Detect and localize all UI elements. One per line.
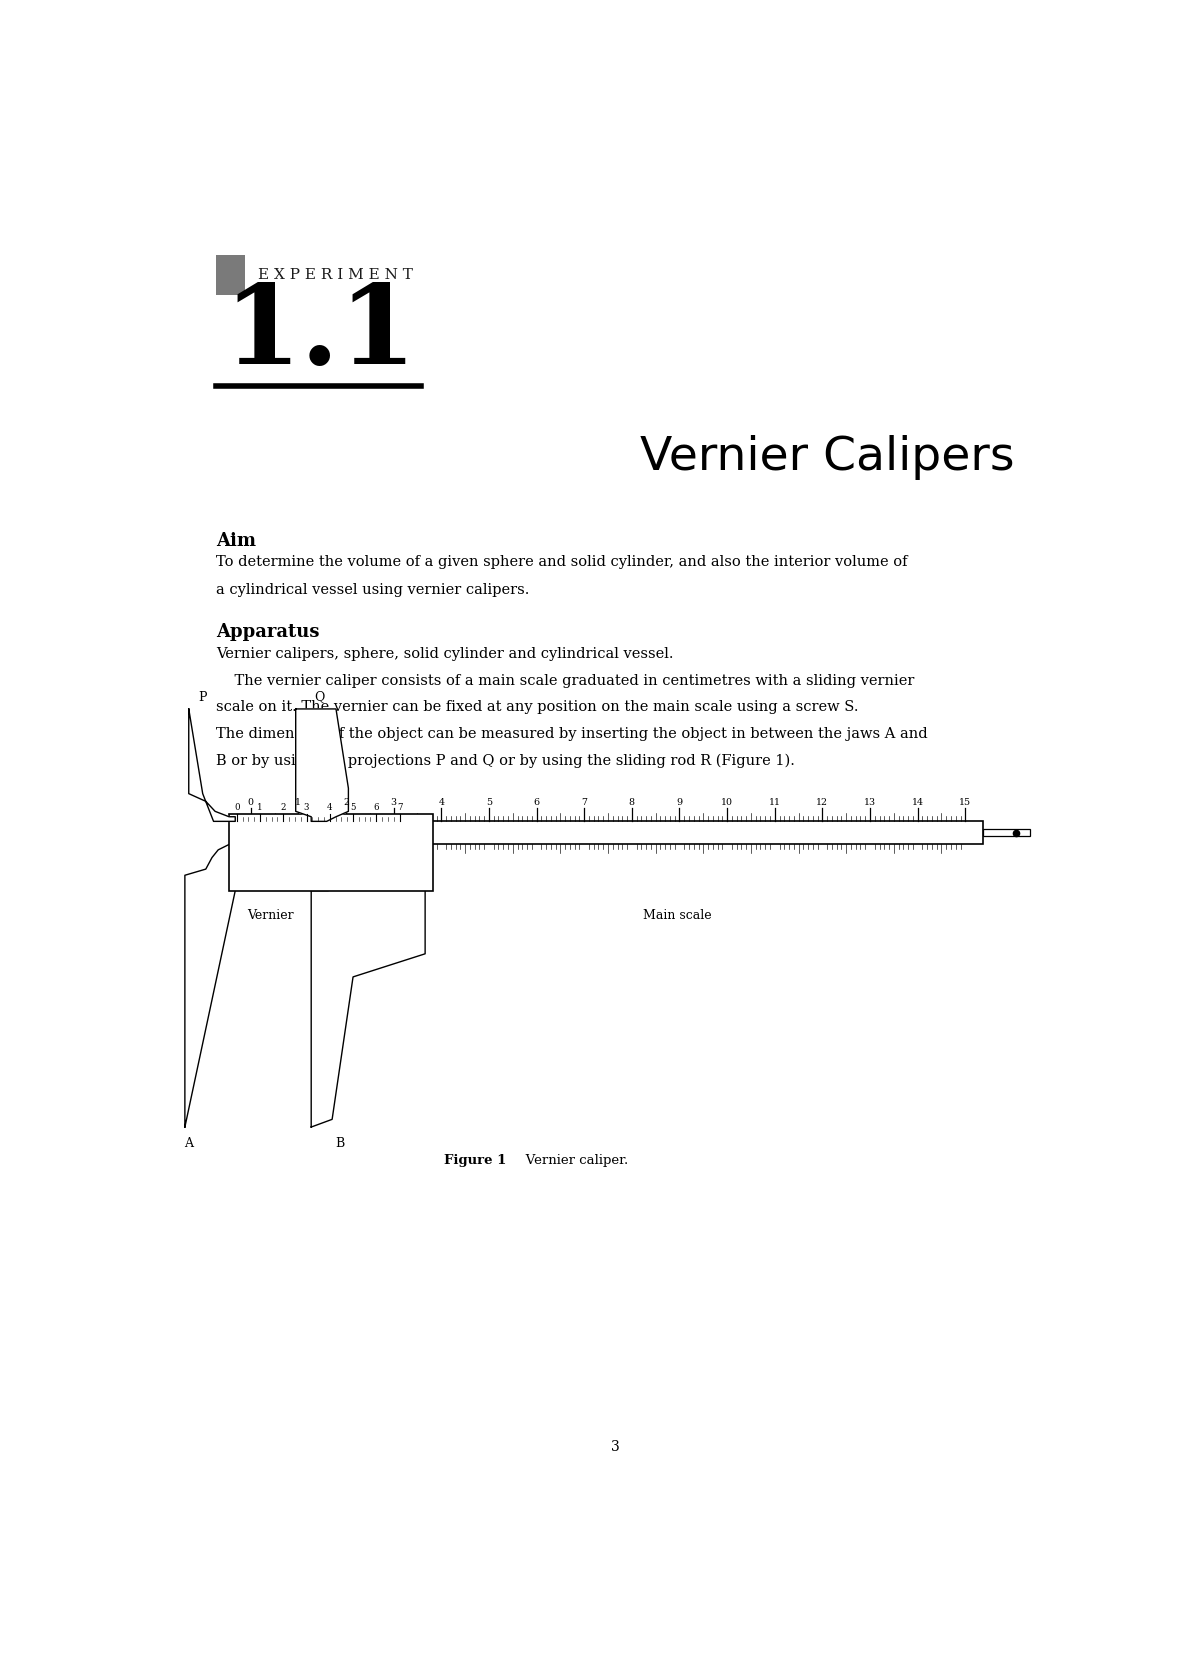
Text: 4: 4	[438, 798, 444, 807]
Text: E X P E R I M E N T: E X P E R I M E N T	[258, 267, 413, 282]
Text: 12: 12	[816, 798, 828, 807]
Text: Main scale: Main scale	[643, 908, 712, 921]
Text: Vernier: Vernier	[247, 908, 294, 921]
Text: The vernier caliper consists of a main scale graduated in centimetres with a sli: The vernier caliper consists of a main s…	[216, 674, 914, 687]
Text: B: B	[335, 1137, 344, 1150]
Text: Aim: Aim	[216, 531, 256, 549]
Bar	[216, 256, 245, 295]
Text: 3: 3	[390, 798, 397, 807]
Text: 6: 6	[373, 803, 379, 812]
Bar	[235, 822, 983, 845]
Text: Vernier calipers, sphere, solid cylinder and cylindrical vessel.: Vernier calipers, sphere, solid cylinder…	[216, 647, 673, 661]
Text: 1: 1	[295, 798, 301, 807]
Text: 2: 2	[281, 803, 286, 812]
Text: A: A	[185, 1137, 193, 1150]
Text: 3: 3	[304, 803, 310, 812]
Text: 1: 1	[257, 803, 263, 812]
Text: scale on it. The vernier can be fixed at any position on the main scale using a : scale on it. The vernier can be fixed at…	[216, 701, 858, 714]
Text: Vernier Calipers: Vernier Calipers	[640, 435, 1014, 480]
Text: 0: 0	[247, 798, 253, 807]
Text: Apparatus: Apparatus	[216, 622, 319, 641]
Text: a cylindrical vessel using vernier calipers.: a cylindrical vessel using vernier calip…	[216, 583, 529, 596]
Text: 10: 10	[721, 798, 733, 807]
Text: The dimension of the object can be measured by inserting the object in between t: The dimension of the object can be measu…	[216, 727, 928, 740]
Text: B or by using the projections P and Q or by using the sliding rod R (Figure 1).: B or by using the projections P and Q or…	[216, 754, 794, 769]
Text: 6: 6	[534, 798, 540, 807]
Bar	[983, 830, 1030, 837]
Text: 0: 0	[234, 803, 240, 812]
Polygon shape	[185, 845, 235, 1127]
Bar	[229, 813, 433, 891]
Text: Vernier caliper.: Vernier caliper.	[512, 1154, 628, 1167]
Text: 7: 7	[581, 798, 587, 807]
Text: 8: 8	[629, 798, 635, 807]
Text: 15: 15	[959, 798, 971, 807]
Polygon shape	[188, 709, 235, 822]
Text: 1.1: 1.1	[223, 281, 418, 387]
Text: 4: 4	[328, 803, 332, 812]
Text: 14: 14	[912, 798, 924, 807]
Polygon shape	[311, 845, 425, 1127]
Text: P: P	[198, 691, 206, 704]
Text: 3: 3	[611, 1439, 619, 1454]
Text: 5: 5	[486, 798, 492, 807]
Text: 5: 5	[350, 803, 356, 812]
Text: 9: 9	[677, 798, 683, 807]
Text: 13: 13	[864, 798, 876, 807]
Text: 11: 11	[769, 798, 781, 807]
Text: Figure 1: Figure 1	[444, 1154, 506, 1167]
Text: 7: 7	[397, 803, 402, 812]
Text: Q: Q	[313, 691, 324, 704]
Text: 2: 2	[343, 798, 349, 807]
Polygon shape	[295, 709, 348, 822]
Text: To determine the volume of a given sphere and solid cylinder, and also the inter: To determine the volume of a given spher…	[216, 554, 907, 569]
